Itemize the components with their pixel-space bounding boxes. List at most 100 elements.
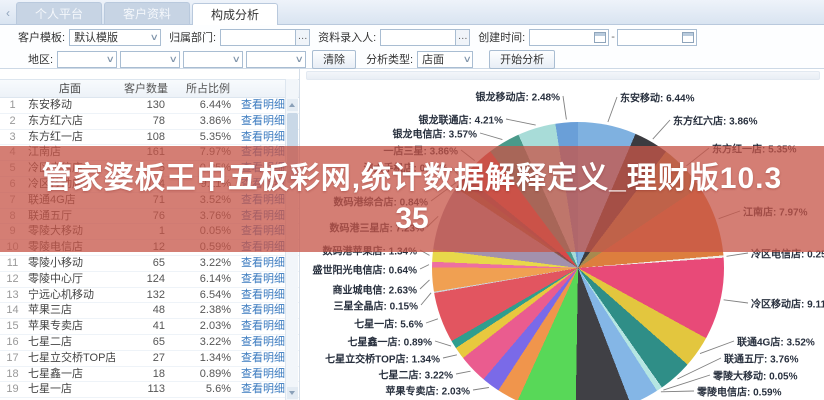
back-arrow-icon[interactable]: ‹ (6, 6, 10, 20)
pie-callout-label: 七星立交桥TOP店: 1.34% (325, 354, 440, 366)
store-name: 东方红六店 (28, 114, 83, 127)
view-detail-link[interactable]: 查看明细 (241, 383, 285, 396)
view-detail-link[interactable]: 查看明细 (241, 99, 285, 111)
row-index: 1 (9, 99, 16, 111)
pie-callout-label: 商业城电信: 2.63% (332, 285, 417, 297)
col-action-header (239, 80, 287, 97)
table-row: 19 七星一店 113 5.6% 查看明细 (0, 382, 299, 399)
analysis-type-select[interactable]: 店面 ∨ (417, 50, 474, 68)
store-name: 七星鑫一店 (28, 367, 83, 380)
view-detail-link[interactable]: 查看明细 (241, 256, 285, 269)
calendar-icon[interactable] (594, 31, 607, 43)
department-input[interactable] (220, 28, 297, 46)
action-cell: 查看明细 (239, 335, 287, 350)
pie-callout-label: 银龙联通店: 4.21% (418, 115, 503, 127)
view-detail-link[interactable]: 查看明细 (241, 320, 285, 333)
chevron-down-icon: ∨ (232, 53, 242, 64)
col-count-header[interactable]: 客户数量 (124, 83, 168, 95)
percentage: 5.35% (199, 130, 231, 143)
row-index: 3 (9, 130, 16, 143)
clear-button[interactable]: 清除 (312, 49, 357, 69)
tab-composition-analysis[interactable]: 构成分析 (192, 3, 279, 25)
view-detail-link[interactable]: 查看明细 (241, 367, 285, 380)
date-from-input[interactable] (529, 28, 610, 46)
customer-count: 27 (152, 351, 165, 364)
store-name: 七星立交桥TOP店 (28, 351, 115, 364)
recorder-picker-button[interactable]: … (456, 28, 471, 46)
table-row: 16 七星二店 65 3.22% 查看明细 (0, 335, 299, 351)
date-separator: - (611, 31, 615, 43)
row-index: 14 (6, 304, 19, 317)
table-row: 1 东安移动 130 6.44% 查看明细 (0, 98, 299, 114)
action-cell: 查看明细 (239, 288, 287, 303)
customer-count: 65 (152, 256, 165, 269)
view-detail-link[interactable]: 查看明细 (241, 351, 285, 364)
recorder-label: 资料录入人: (318, 32, 377, 44)
region-select-4[interactable]: ∨ (246, 50, 307, 68)
store-name: 宁远心机移动 (28, 288, 94, 301)
row-index: 11 (6, 256, 19, 269)
row-index: 13 (6, 288, 19, 301)
scroll-down-button[interactable] (287, 387, 298, 399)
pie-callout-label: 数码港苹果店: 1.34% (322, 246, 417, 258)
view-detail-link[interactable]: 查看明细 (241, 304, 285, 317)
pie-callout-label: 东方红六店: 3.86% (673, 116, 758, 128)
scroll-up-button[interactable] (287, 99, 298, 111)
store-name: 苹果三店 (28, 304, 72, 317)
tab-customer-data[interactable]: 客户资料 (104, 2, 191, 24)
tab-personal-platform[interactable]: 个人平台 (16, 2, 103, 24)
pie-callout-label: 七星鑫一店: 0.89% (347, 337, 432, 349)
row-index: 15 (6, 320, 19, 333)
view-detail-link[interactable]: 查看明细 (241, 130, 285, 143)
pie-callout-label: 联通五厅: 3.76% (724, 354, 799, 366)
customer-count: 108 (146, 130, 165, 143)
pie-callout-label: 七星二店: 3.22% (378, 370, 453, 382)
percentage: 0.89% (199, 367, 231, 380)
view-detail-link[interactable]: 查看明细 (241, 335, 285, 348)
pie-callout-label: 三星全晶店: 0.15% (333, 301, 418, 313)
action-cell: 查看明细 (239, 98, 287, 113)
recorder-input[interactable] (380, 28, 457, 46)
view-detail-link[interactable]: 查看明细 (241, 114, 285, 127)
start-analysis-button[interactable]: 开始分析 (489, 49, 556, 69)
triangle-up-icon (289, 103, 295, 107)
chevron-down-icon: ∨ (169, 53, 179, 64)
pie-callout-label: 零陵大移动: 0.05% (713, 371, 798, 383)
tab-bar: ‹ 个人平台 客户资料 构成分析 (0, 0, 824, 25)
row-index: 17 (6, 351, 19, 364)
action-cell: 查看明细 (239, 272, 287, 287)
store-name: 东方红一店 (28, 130, 83, 143)
col-shop-header[interactable]: 店面 (59, 83, 81, 95)
department-picker-button[interactable]: … (296, 28, 311, 46)
table-row: 15 苹果专卖店 41 2.03% 查看明细 (0, 319, 299, 335)
filter-panel: 客户模板: 默认模版 ∨ 归属部门: … 资料录入人: … 创建时间: - 地区… (0, 25, 824, 69)
triangle-down-icon (289, 391, 295, 395)
col-pct-header[interactable]: 所占比例 (186, 83, 230, 95)
region-select-1[interactable]: ∨ (57, 50, 118, 68)
table-row: 12 零陵中心厅 124 6.14% 查看明细 (0, 272, 299, 288)
chevron-down-icon: ∨ (295, 53, 305, 64)
percentage: 2.03% (199, 320, 231, 333)
calendar-icon[interactable] (681, 31, 694, 43)
view-detail-link[interactable]: 查看明细 (241, 288, 285, 301)
percentage: 1.34% (199, 351, 231, 364)
customer-count: 130 (146, 99, 165, 111)
customer-template-value: 默认模版 (74, 32, 119, 44)
department-label: 归属部门: (169, 32, 217, 44)
action-cell: 查看明细 (239, 367, 287, 382)
region-select-2[interactable]: ∨ (120, 50, 181, 68)
table-row: 18 七星鑫一店 18 0.89% 查看明细 (0, 367, 299, 383)
action-cell: 查看明细 (239, 130, 287, 145)
store-name: 七星一店 (28, 383, 72, 396)
region-select-3[interactable]: ∨ (183, 50, 244, 68)
store-name: 东安移动 (28, 99, 72, 111)
date-to-input[interactable] (616, 28, 697, 46)
view-detail-link[interactable]: 查看明细 (241, 272, 285, 285)
pie-callout-label: 苹果专卖店: 2.03% (385, 386, 470, 398)
customer-template-select[interactable]: 默认模版 ∨ (69, 28, 162, 46)
customer-count: 78 (152, 114, 165, 127)
pie-callout-label: 零陵电信店: 0.59% (697, 387, 782, 399)
customer-count: 18 (152, 367, 165, 380)
table-row: 14 苹果三店 48 2.38% 查看明细 (0, 303, 299, 320)
chart-toolbar-strip (306, 71, 820, 80)
